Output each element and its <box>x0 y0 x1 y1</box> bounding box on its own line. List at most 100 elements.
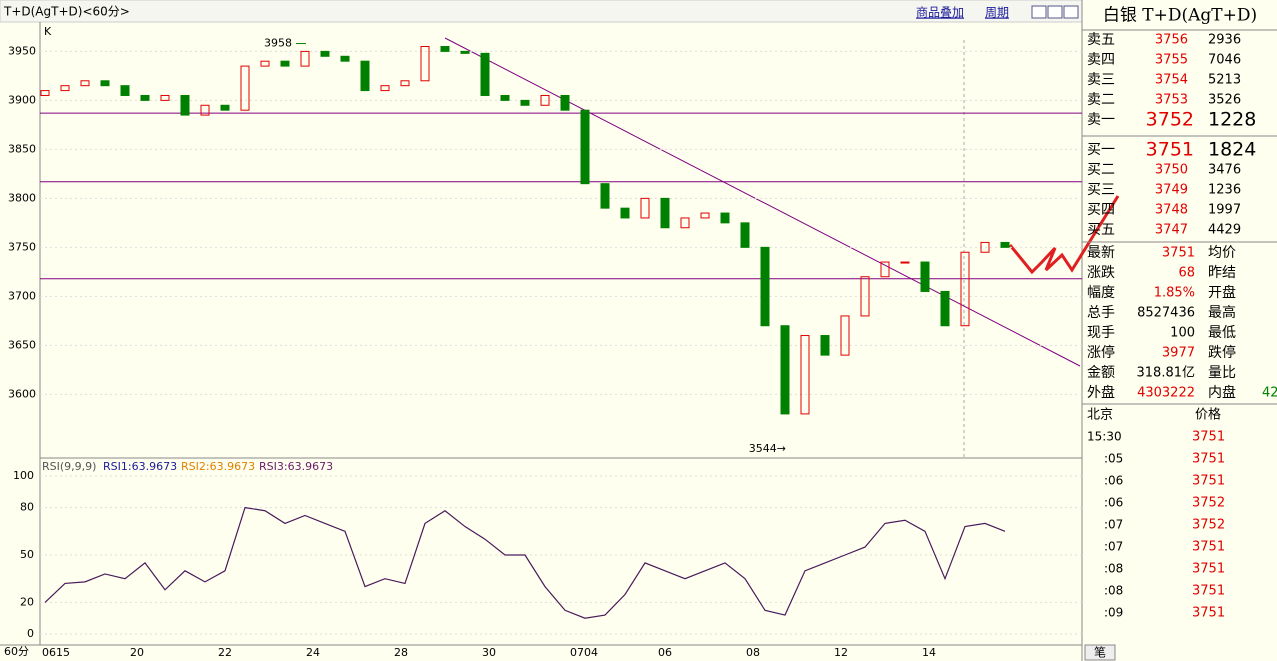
rsi-label: RSI1:63.9673 <box>103 460 177 473</box>
nav-box[interactable] <box>1063 5 1079 19</box>
stat-label: 跌停 <box>1208 344 1236 361</box>
quote-price: 3751 <box>1146 139 1194 161</box>
candle <box>1000 241 1010 248</box>
tick-price: 3751 <box>1192 474 1225 489</box>
y-tick-label: 3950 <box>8 44 36 57</box>
period-button[interactable]: 周期 <box>985 6 1009 20</box>
quote-label: 卖三 <box>1087 72 1115 88</box>
quote-price: 3750 <box>1155 163 1188 178</box>
stat-value: 1.85% <box>1154 286 1195 301</box>
quote-volume: 4429 <box>1208 223 1241 238</box>
candle <box>740 222 750 248</box>
date-label: 0615 <box>42 646 70 659</box>
stat-label: 外盘 <box>1087 384 1115 401</box>
ticks-header: 价格 <box>1195 407 1221 423</box>
candle <box>840 315 850 356</box>
candle <box>300 50 310 67</box>
candle <box>460 50 470 54</box>
date-label: 0704 <box>570 646 598 659</box>
nav-right[interactable] <box>1047 5 1063 19</box>
candle <box>580 109 590 185</box>
nav-left[interactable] <box>1031 5 1047 19</box>
quote-label: 买二 <box>1087 162 1115 178</box>
candle <box>860 276 870 317</box>
y-tick-label: 3750 <box>8 240 36 253</box>
date-label: 08 <box>746 646 760 659</box>
period-label: 60分 <box>4 645 29 658</box>
stat-label: 量比 <box>1208 365 1236 381</box>
quote-volume: 7046 <box>1208 53 1241 68</box>
candle <box>720 212 730 224</box>
quote-label: 买五 <box>1087 222 1115 238</box>
quote-price: 3754 <box>1155 73 1188 88</box>
candle <box>360 60 370 92</box>
candle <box>400 80 410 87</box>
candle <box>900 261 910 264</box>
candle <box>600 183 610 209</box>
candle <box>960 251 970 327</box>
quote-volume: 1236 <box>1208 183 1241 198</box>
rsi-tick-label: 20 <box>20 595 34 608</box>
candle <box>880 261 890 278</box>
stat-label: 最低 <box>1208 325 1236 341</box>
tick-price: 3751 <box>1192 562 1225 577</box>
date-label: 14 <box>922 646 936 659</box>
quote-price: 3747 <box>1155 223 1188 238</box>
candle <box>280 60 290 67</box>
candle <box>700 212 710 219</box>
stat-label: 总手 <box>1087 305 1115 321</box>
stat-label: 涨停 <box>1087 344 1115 361</box>
quote-price: 3748 <box>1155 203 1188 218</box>
low-label: 3544→ <box>749 442 786 455</box>
tick-price: 3752 <box>1192 496 1225 511</box>
tick-time: :07 <box>1104 540 1123 554</box>
annotation-arrow <box>1008 195 1120 275</box>
quote-price: 3756 <box>1155 33 1188 48</box>
quote-label: 卖五 <box>1087 32 1115 48</box>
quote-price: 3752 <box>1146 109 1194 131</box>
stat-label: 最新 <box>1087 245 1115 261</box>
candle <box>500 94 510 101</box>
tick-time: :05 <box>1104 452 1123 466</box>
candle <box>120 85 130 96</box>
date-label: 22 <box>218 646 232 659</box>
candle <box>480 52 490 96</box>
rsi-line <box>44 506 1006 619</box>
stat-label: 最高 <box>1208 304 1236 321</box>
candle <box>80 80 90 87</box>
candle <box>620 207 630 219</box>
y-tick-label: 3700 <box>8 289 36 302</box>
candle <box>540 94 550 106</box>
stat-label: 金额 <box>1087 365 1115 381</box>
quote-volume: 5213 <box>1208 73 1241 88</box>
quote-volume: 2936 <box>1208 33 1241 48</box>
candle <box>660 197 670 229</box>
trend-line <box>444 37 1081 367</box>
rsi-tick-label: 100 <box>13 469 34 482</box>
candle <box>200 104 210 116</box>
stat-label: 现手 <box>1087 325 1115 341</box>
quote-title: 白银 T+D(AgT+D) <box>1103 6 1257 26</box>
stat-label: 幅度 <box>1087 285 1115 301</box>
quote-label: 卖二 <box>1087 92 1115 108</box>
overlay-button[interactable]: 商品叠加 <box>916 5 964 20</box>
instrument-label: T+D(AgT+D)<60分> <box>3 5 130 19</box>
stat-label: 均价 <box>1208 245 1236 261</box>
candle <box>220 104 230 111</box>
date-label: 06 <box>658 646 672 659</box>
quote-price: 3753 <box>1155 93 1188 108</box>
candle <box>920 261 930 292</box>
quote-label: 卖四 <box>1087 52 1115 68</box>
rsi-tick-label: 50 <box>20 548 34 561</box>
quote-volume: 1824 <box>1208 139 1256 161</box>
quote-volume: 3476 <box>1208 163 1241 178</box>
tick-time: :07 <box>1104 518 1123 532</box>
tick-price: 3751 <box>1192 430 1225 445</box>
stat-label: 昨结 <box>1208 265 1236 281</box>
stat-label: 内盘 <box>1208 384 1236 401</box>
quote-label: 买四 <box>1087 202 1115 218</box>
quote-label: 买三 <box>1087 182 1115 198</box>
candle <box>380 85 390 92</box>
